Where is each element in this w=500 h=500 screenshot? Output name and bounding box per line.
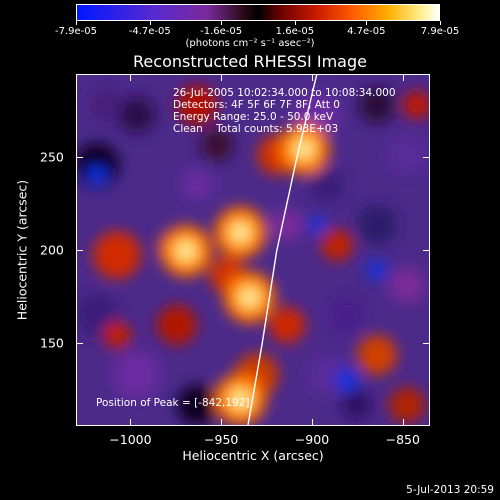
colorbar-tick: [149, 21, 151, 25]
x-tick-mark: [402, 74, 404, 81]
colorbar-tick-label: 7.9e-05: [420, 26, 460, 37]
x-axis-label: Heliocentric X (arcsec): [182, 448, 324, 463]
y-tick-label: 200: [40, 242, 64, 258]
source-peak: [242, 290, 257, 305]
x-tick-label: −900: [294, 432, 330, 447]
peak-position: Position of Peak = [-842,192]: [96, 397, 250, 409]
y-tick-mark: [423, 342, 430, 344]
colorbar-tick: [366, 21, 368, 25]
colorbar-units: (photons cm⁻² s⁻¹ asec⁻²): [185, 38, 315, 49]
chart-title: Reconstructed RHESSI Image: [133, 52, 367, 71]
heatmap-blob: [181, 169, 213, 201]
heatmap-blob: [389, 267, 425, 303]
heatmap-blob: [359, 87, 395, 123]
info-counts: Clean Total counts: 5.93E+03: [173, 123, 339, 135]
y-axis-label: Heliocentric Y (arcsec): [14, 179, 30, 321]
heatmap-blob: [389, 387, 425, 423]
heatmap-blob: [309, 167, 345, 203]
y-tick-mark: [423, 250, 430, 251]
y-tick-label: 250: [40, 149, 64, 165]
heatmap-low-spot: [308, 216, 326, 234]
colorbar-tick: [221, 21, 223, 25]
x-tick-mark: [312, 74, 313, 81]
heatmap-blob: [321, 229, 353, 261]
x-tick-mark: [312, 419, 313, 426]
source-peak: [233, 392, 248, 407]
heatmap-blob: [269, 307, 305, 343]
x-tick-label: −1000: [109, 432, 152, 447]
heatmap-blob: [103, 321, 131, 349]
heatmap-blob: [91, 89, 123, 121]
heatmap-blob: [357, 335, 397, 375]
colorbar-tick: [76, 21, 77, 25]
y-tick-mark: [76, 157, 83, 159]
source-peak: [233, 225, 248, 240]
heatmap-blob: [119, 97, 155, 133]
heatmap-blob: [177, 385, 217, 425]
colorbar-tick-label: -4.7e-05: [128, 26, 171, 37]
colorbar-tick-label: -1.6e-05: [200, 26, 243, 37]
heatmap-blob: [387, 135, 427, 175]
date-stamp: 5-Jul-2013 20:59: [406, 484, 494, 496]
heatmap-blob: [157, 305, 197, 345]
heatmap-blob: [403, 91, 429, 119]
heatmap-blob: [271, 209, 303, 241]
heatmap-blob: [113, 351, 161, 399]
x-tick-mark: [221, 419, 223, 426]
y-tick-mark: [423, 157, 430, 159]
solar-limb: [247, 75, 318, 425]
y-tick-mark: [76, 342, 83, 344]
heatmap-image: [77, 75, 429, 425]
y-tick-mark: [76, 250, 83, 251]
colorbar: [76, 4, 440, 21]
heatmap-low-spot: [87, 165, 107, 185]
heatmap-blob: [177, 85, 217, 125]
y-tick-label: 150: [40, 335, 64, 351]
plot-area: 26-Jul-2005 10:02:34.000 to 10:08:34.000…: [76, 74, 430, 426]
info-detectors: Detectors: 4F 5F 6F 7F 8F, Att 0: [173, 99, 340, 111]
colorbar-tick-label: 1.6e-05: [275, 26, 315, 37]
x-tick-label: −950: [204, 432, 239, 447]
colorbar-tick: [294, 21, 296, 25]
source-peak: [178, 244, 193, 258]
heatmap-blob: [343, 391, 371, 419]
x-tick-mark: [130, 74, 132, 81]
heatmap-blob: [201, 129, 233, 161]
heatmap-low-spot: [367, 260, 387, 280]
x-tick-mark: [130, 419, 132, 426]
x-tick-label: −850: [385, 432, 420, 447]
colorbar-tick-label: -7.9e-05: [55, 26, 97, 37]
colorbar-tick: [440, 21, 441, 25]
heatmap-blob: [93, 231, 141, 279]
heatmap-blob: [357, 205, 397, 245]
heatmap-low-spot: [335, 368, 359, 392]
info-time-range: 26-Jul-2005 10:02:34.000 to 10:08:34.000: [173, 87, 396, 99]
x-tick-mark: [402, 419, 404, 426]
x-tick-mark: [221, 74, 223, 81]
heatmap-blob: [329, 297, 365, 333]
info-energy-range: Energy Range: 25.0 - 50.0 keV: [173, 111, 334, 123]
colorbar-tick-label: 4.7e-05: [347, 26, 386, 37]
